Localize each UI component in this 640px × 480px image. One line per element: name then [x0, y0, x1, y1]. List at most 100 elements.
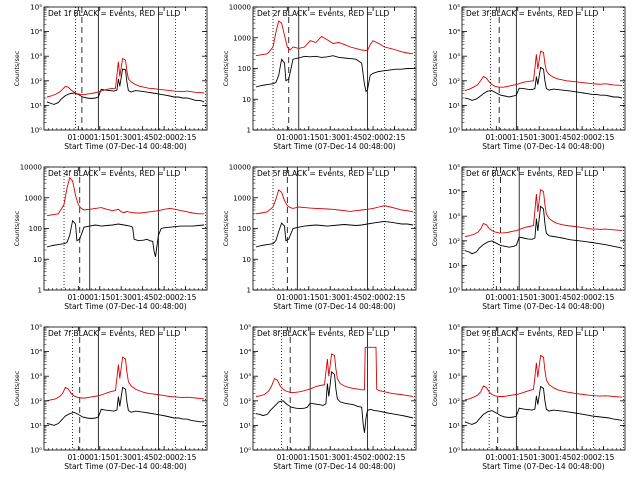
series-line-lld	[46, 356, 205, 402]
series-line-lld	[255, 346, 414, 397]
x-tick-label: 02:15	[593, 133, 615, 142]
y-tick-label: 10⁴	[30, 28, 42, 36]
x-axis-label: Start Time (07-Dec-14 00:48:00)	[64, 142, 186, 151]
y-axis-label: Counts/sec	[13, 50, 21, 86]
y-axis-label: Counts/sec	[431, 370, 439, 406]
x-axis-label: Start Time (07-Dec-14 00:48:00)	[482, 302, 604, 311]
panel-title: Det 8f BLACK = Events, RED = LLD	[257, 329, 390, 338]
series-line-lld	[464, 354, 623, 401]
x-tick-label: 01:00	[277, 293, 299, 302]
x-tick-label: 01:45	[132, 293, 154, 302]
y-tick-label: 10000	[229, 4, 251, 12]
y-tick-label: 10⁵	[448, 324, 460, 332]
series-line-lld	[255, 189, 414, 215]
y-axis-label: Counts/sec	[222, 370, 230, 406]
y-tick-label: 10²	[448, 77, 460, 85]
x-tick-label: 01:15	[507, 453, 529, 462]
x-tick-label: 01:45	[132, 133, 154, 142]
x-axis-label: Start Time (07-Dec-14 00:48:00)	[64, 462, 186, 471]
y-tick-label: 10³	[448, 213, 460, 221]
x-tick-label: 01:15	[89, 293, 111, 302]
x-tick-label: 01:45	[341, 133, 363, 142]
series-line-lld	[464, 50, 623, 92]
y-tick-label: 1000	[233, 34, 251, 42]
x-tick-label: 01:00	[486, 293, 508, 302]
y-tick-label: 10²	[448, 237, 460, 245]
y-tick-label: 1	[247, 127, 251, 135]
x-tick-label: 01:15	[507, 133, 529, 142]
y-tick-label: 10	[242, 256, 251, 264]
series-line-events	[255, 371, 414, 433]
panel-title: Det 6f BLACK = Events, RED = LLD	[466, 169, 599, 178]
x-tick-label: 01:30	[319, 293, 341, 302]
x-tick-label: 01:00	[68, 133, 90, 142]
y-tick-label: 10⁴	[239, 348, 251, 356]
x-tick-label: 02:15	[175, 453, 197, 462]
y-tick-label: 10⁵	[30, 4, 42, 12]
y-tick-label: 10¹	[448, 262, 460, 270]
x-tick-label: 01:00	[486, 453, 508, 462]
x-tick-label: 02:00	[571, 293, 593, 302]
series-line-events	[46, 386, 205, 426]
panel-8: 01:00 01:15 01:30 01:45 02:00 02:15 10⁰ 10¹ 10² 1…	[222, 324, 417, 471]
x-axis-label: Start Time (07-Dec-14 00:48:00)	[64, 302, 186, 311]
y-tick-label: 10⁵	[30, 324, 42, 332]
plot-frame	[461, 6, 626, 131]
plot-frame	[252, 326, 417, 451]
panel-title: Det 4f BLACK = Events, RED = LLD	[48, 169, 181, 178]
y-tick-label: 10⁵	[448, 4, 460, 12]
x-tick-label: 01:45	[132, 453, 154, 462]
plot-frame	[43, 326, 208, 451]
y-tick-label: 10000	[229, 164, 251, 172]
panel-6: 01:00 01:15 01:30 01:45 02:00 02:15 10⁰ 10¹ 10² 1…	[431, 164, 626, 311]
y-tick-label: 10¹	[448, 102, 460, 110]
x-tick-label: 01:45	[550, 453, 572, 462]
y-tick-label: 10⁰	[30, 447, 42, 455]
y-tick-label: 10⁰	[448, 127, 460, 135]
panel-9: 01:00 01:15 01:30 01:45 02:00 02:15 10⁰ 10¹ 10² 1…	[431, 324, 626, 471]
plot-frame	[461, 166, 626, 291]
y-tick-label: 10⁰	[448, 287, 460, 295]
panel-3: 01:00 01:15 01:30 01:45 02:00 02:15 10⁰ 10¹ 10² 1…	[431, 4, 626, 151]
x-tick-label: 01:30	[528, 133, 550, 142]
y-tick-label: 10³	[448, 373, 460, 381]
y-tick-label: 10	[242, 96, 251, 104]
y-tick-label: 10²	[239, 397, 251, 405]
x-tick-label: 01:45	[341, 453, 363, 462]
y-tick-label: 10¹	[30, 422, 42, 430]
panel-7: 01:00 01:15 01:30 01:45 02:00 02:15 10⁰ 10¹ 10² 1…	[13, 324, 208, 471]
y-tick-label: 10²	[448, 397, 460, 405]
x-tick-label: 01:30	[528, 453, 550, 462]
x-tick-label: 01:00	[68, 293, 90, 302]
y-tick-label: 1000	[233, 194, 251, 202]
y-tick-label: 10000	[20, 164, 42, 172]
y-tick-label: 1	[247, 287, 251, 295]
x-tick-label: 02:00	[571, 133, 593, 142]
y-axis-label: Counts/sec	[222, 210, 230, 246]
x-tick-label: 01:30	[319, 133, 341, 142]
y-tick-label: 10³	[448, 53, 460, 61]
series-line-lld	[255, 20, 414, 57]
x-tick-label: 02:00	[362, 133, 384, 142]
x-tick-label: 02:00	[153, 293, 175, 302]
y-tick-label: 10⁴	[448, 188, 460, 196]
x-tick-label: 01:00	[277, 133, 299, 142]
panel-title: Det 1f BLACK = Events, RED = LLD	[48, 9, 181, 18]
x-tick-label: 01:00	[486, 133, 508, 142]
y-tick-label: 10⁵	[239, 324, 251, 332]
x-tick-label: 02:15	[384, 293, 406, 302]
x-tick-label: 01:15	[89, 133, 111, 142]
y-tick-label: 10³	[30, 373, 42, 381]
x-tick-label: 01:00	[277, 453, 299, 462]
x-tick-label: 01:30	[110, 133, 132, 142]
x-axis-label: Start Time (07-Dec-14 00:48:00)	[273, 302, 395, 311]
panel-1: 01:00 01:15 01:30 01:45 02:00 02:15 10⁰ 10¹ 10² 1…	[13, 4, 208, 151]
y-tick-label: 10⁰	[448, 447, 460, 455]
y-axis-label: Counts/sec	[431, 50, 439, 86]
plot-frame	[43, 6, 208, 131]
y-tick-label: 10⁰	[30, 127, 42, 135]
x-tick-label: 02:00	[362, 293, 384, 302]
y-tick-label: 10⁰	[239, 447, 251, 455]
y-axis-label: Counts/sec	[222, 50, 230, 86]
